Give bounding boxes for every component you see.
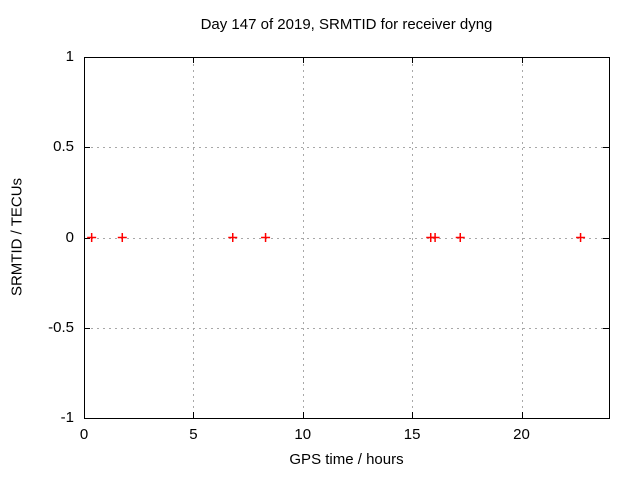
x-tick-label: 10	[294, 426, 312, 443]
x-tick-label: 0	[79, 426, 89, 443]
x-tick-label: 5	[189, 426, 198, 443]
x-tick-label: 20	[513, 426, 530, 443]
y-tick-label: 0.5	[53, 138, 74, 156]
data-point-marker	[430, 233, 440, 242]
data-point-marker	[455, 233, 465, 242]
y-tick-label: 0	[65, 228, 74, 246]
plot-frame	[84, 57, 610, 419]
data-markers	[87, 233, 586, 242]
y-tick-label: -0.5	[48, 318, 74, 336]
data-point-marker	[261, 233, 271, 242]
data-point-marker	[87, 233, 97, 242]
chart-title: Day 147 of 2019, SRMTID for receiver dyn…	[200, 16, 493, 33]
y-tick-label: 1	[65, 48, 74, 65]
data-point-marker	[117, 233, 127, 242]
grid-lines	[85, 58, 608, 417]
axis-ticks	[84, 57, 609, 419]
data-point-marker	[576, 233, 586, 242]
data-point-marker	[228, 233, 238, 242]
x-tick-label: 15	[403, 426, 421, 443]
x-axis-label: GPS time / hours	[289, 451, 404, 468]
y-tick-label: -1	[60, 409, 74, 426]
